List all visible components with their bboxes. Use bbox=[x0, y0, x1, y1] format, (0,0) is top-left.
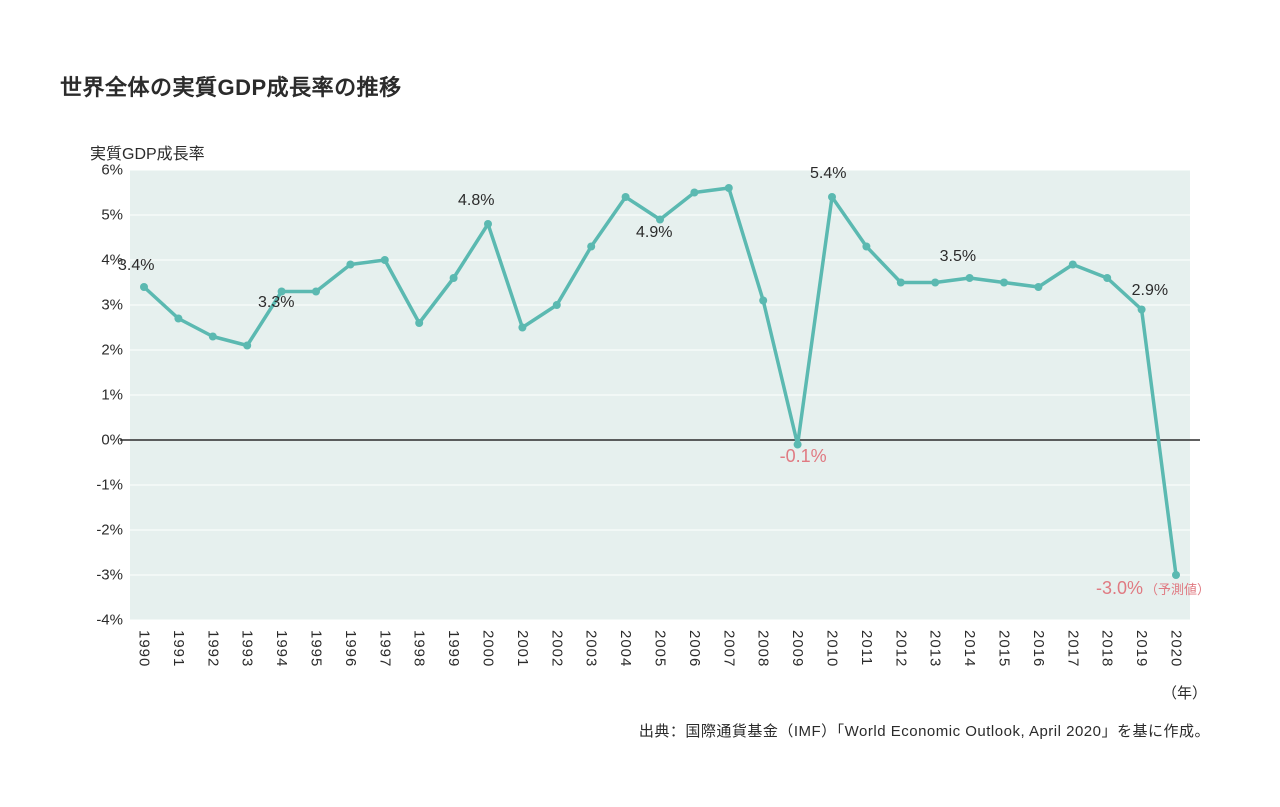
source-note: 出典：国際通貨基金（IMF）「World Economic Outlook, A… bbox=[639, 720, 1210, 741]
data-point-label: 3.3% bbox=[258, 294, 294, 312]
y-tick-label: 1% bbox=[78, 387, 123, 404]
data-point-label: 5.4% bbox=[810, 165, 846, 183]
x-tick-label: 1996 bbox=[342, 630, 359, 667]
x-tick-label: 2011 bbox=[858, 630, 875, 666]
data-point-label: -0.1% bbox=[780, 446, 827, 467]
x-tick-label: 1998 bbox=[411, 630, 428, 667]
x-tick-label: 1994 bbox=[273, 630, 290, 667]
x-tick-label: 2015 bbox=[996, 630, 1013, 667]
x-tick-label: 2014 bbox=[961, 630, 978, 667]
x-tick-label: 1995 bbox=[308, 630, 325, 667]
x-tick-label: 1991 bbox=[170, 630, 187, 667]
x-tick-label: 2009 bbox=[789, 630, 806, 667]
data-point-label: 3.4% bbox=[118, 257, 154, 275]
x-tick-label: 2017 bbox=[1064, 630, 1081, 667]
y-tick-label: 5% bbox=[78, 207, 123, 224]
x-tick-label: 1992 bbox=[204, 630, 221, 667]
x-tick-label: 2016 bbox=[1030, 630, 1047, 667]
data-point-label: 4.8% bbox=[458, 192, 494, 210]
data-point-label: 4.9% bbox=[636, 224, 672, 242]
chart-page: { "title": "世界全体の実質GDP成長率の推移", "title_fo… bbox=[0, 0, 1280, 807]
y-tick-label: 2% bbox=[78, 342, 123, 359]
x-tick-label: 2013 bbox=[927, 630, 944, 667]
y-tick-label: -1% bbox=[78, 477, 123, 494]
x-tick-label: 2020 bbox=[1168, 630, 1185, 667]
x-tick-label: 1993 bbox=[239, 630, 256, 667]
x-tick-label: 2002 bbox=[548, 630, 565, 667]
line-chart: -4% -3% -2% -1% 0% 1% 2% 3% 4% 5% 6% 1990 1991 1992 19… bbox=[0, 0, 1280, 807]
x-axis-unit: （年） bbox=[1162, 682, 1207, 703]
x-tick-label: 2004 bbox=[617, 630, 634, 667]
x-tick-label: 2001 bbox=[514, 630, 531, 667]
y-tick-label: 3% bbox=[78, 297, 123, 314]
y-tick-label: -2% bbox=[78, 522, 123, 539]
y-tick-label: 6% bbox=[78, 162, 123, 179]
x-tick-label: 2018 bbox=[1099, 630, 1116, 667]
x-tick-label: 2012 bbox=[892, 630, 909, 667]
y-tick-label: 0% bbox=[78, 432, 123, 449]
x-tick-label: 1997 bbox=[376, 630, 393, 667]
data-point-label: 2.9% bbox=[1132, 282, 1168, 300]
x-tick-label: 1990 bbox=[136, 630, 153, 667]
x-tick-label: 2008 bbox=[755, 630, 772, 667]
x-tick-label: 2007 bbox=[720, 630, 737, 667]
x-tick-label: 2006 bbox=[686, 630, 703, 667]
x-tick-label: 2003 bbox=[583, 630, 600, 667]
data-point-label: -3.0%（予測値） bbox=[1096, 578, 1210, 599]
x-tick-label: 2005 bbox=[652, 630, 669, 667]
y-tick-label: 4% bbox=[78, 252, 123, 269]
x-tick-label: 2010 bbox=[824, 630, 841, 667]
data-point-label: 3.5% bbox=[940, 248, 976, 266]
x-tick-label: 2019 bbox=[1133, 630, 1150, 667]
x-tick-label: 2000 bbox=[480, 630, 497, 667]
y-tick-label: -3% bbox=[78, 567, 123, 584]
x-tick-label: 1999 bbox=[445, 630, 462, 667]
y-tick-label: -4% bbox=[78, 612, 123, 629]
